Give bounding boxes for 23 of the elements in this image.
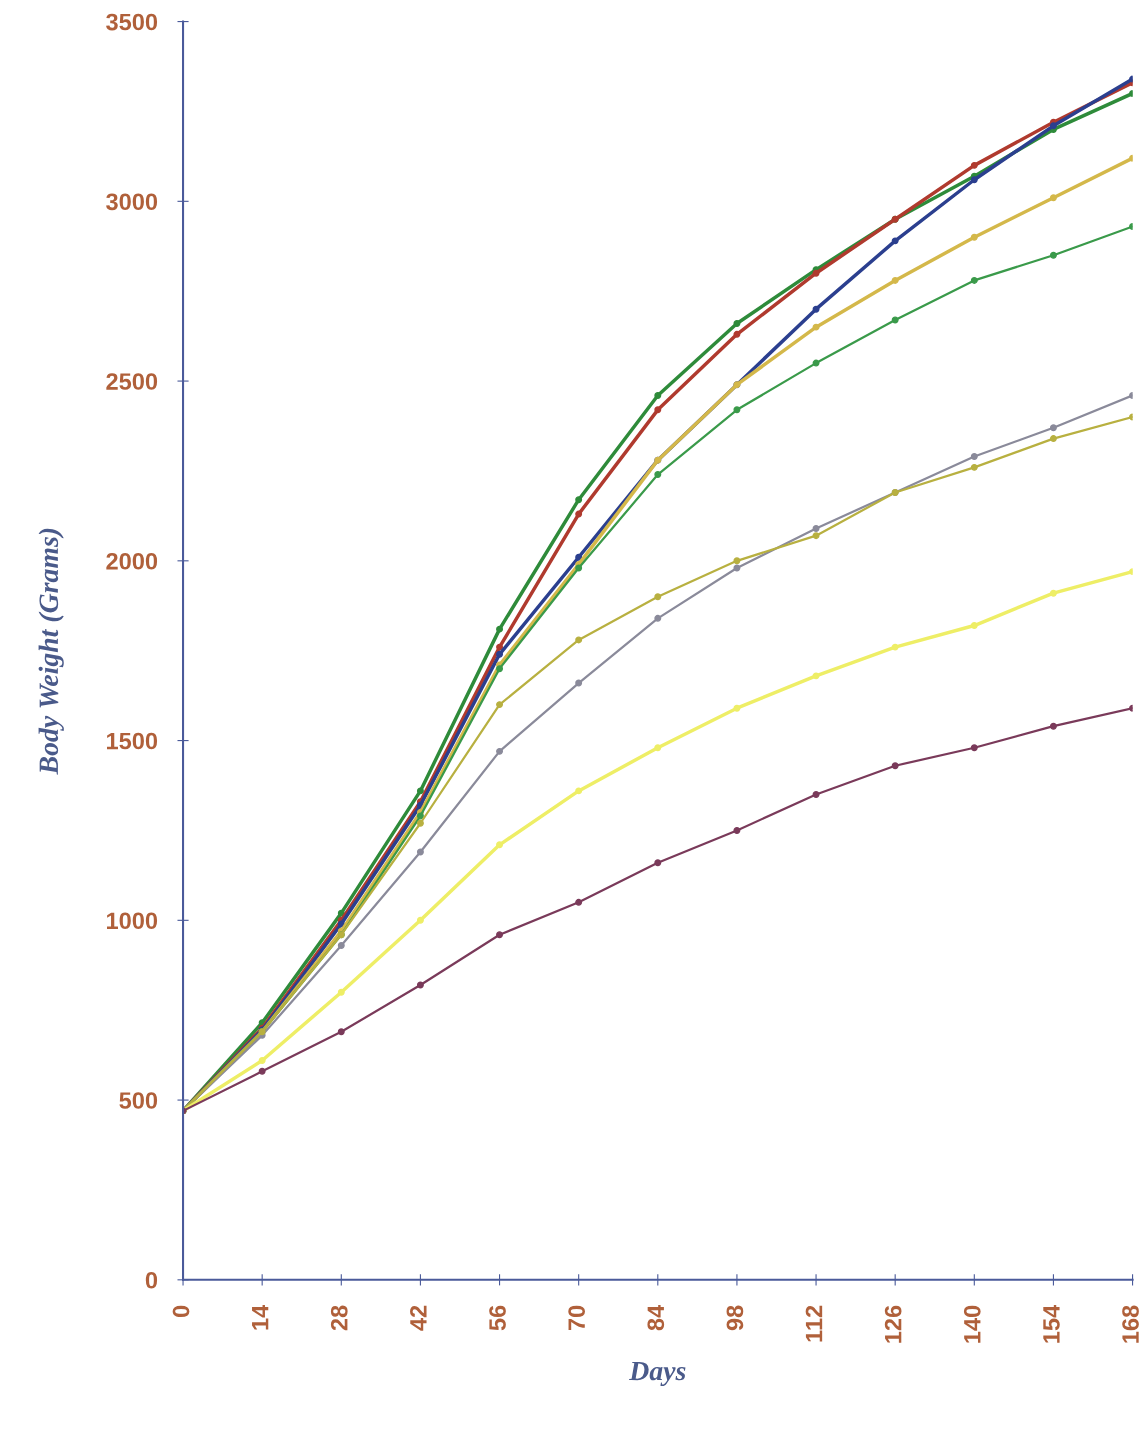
y-tick-label: 3000 <box>106 193 158 211</box>
x-tick-label: 70 <box>568 1305 586 1331</box>
x-tick-label: 112 <box>805 1305 823 1342</box>
x-axis-title: Days <box>629 1361 686 1387</box>
x-tick-label: 154 <box>1043 1304 1060 1343</box>
y-tick-label: 500 <box>119 1092 158 1109</box>
x-tick-label: 98 <box>726 1305 744 1331</box>
y-tick-label: 3500 <box>106 13 158 31</box>
y-tick-label: 1500 <box>107 732 158 750</box>
x-tick-label: 28 <box>330 1305 348 1331</box>
x-tick-label: 14 <box>252 1304 269 1330</box>
y-tick-label: 1000 <box>107 912 158 930</box>
x-tick-label: 56 <box>489 1305 506 1331</box>
x-tick-label: 126 <box>884 1305 902 1343</box>
x-tick-label: 0 <box>172 1305 190 1318</box>
x-tick-label: 84 <box>647 1304 665 1331</box>
y-tick-label: 0 <box>145 1271 158 1289</box>
y-axis-title: Body Weight (Grams) <box>38 528 64 775</box>
y-tick-label: 2000 <box>106 552 158 570</box>
x-tick-label: 42 <box>410 1305 427 1331</box>
x-tick-label: 168 <box>1122 1305 1139 1343</box>
y-tick-label: 2500 <box>106 373 158 390</box>
x-tick-label: 140 <box>963 1305 981 1343</box>
